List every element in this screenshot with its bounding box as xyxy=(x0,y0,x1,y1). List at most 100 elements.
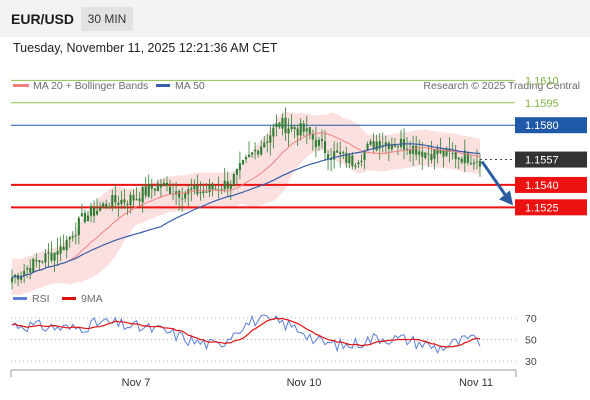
candle-body xyxy=(399,138,403,148)
rsi-legend-label: RSI xyxy=(32,293,50,305)
candle-body xyxy=(190,188,193,190)
candle-body xyxy=(80,213,83,217)
candle-body xyxy=(478,160,482,167)
candle-body xyxy=(47,252,50,254)
candle-body xyxy=(138,198,141,202)
candle-body xyxy=(296,128,299,136)
candle-body xyxy=(32,258,35,273)
candle-body xyxy=(235,168,238,175)
candle-body xyxy=(199,192,202,194)
candle-body xyxy=(305,128,308,132)
candle-body xyxy=(396,145,399,147)
candle-body xyxy=(96,210,99,215)
candle-body xyxy=(451,153,454,155)
candle-body xyxy=(442,150,445,157)
timeframe-button[interactable]: 30 MIN xyxy=(81,7,133,31)
candle-body xyxy=(387,142,390,149)
candle-body xyxy=(86,215,90,221)
candle-body xyxy=(475,161,479,163)
candle-body xyxy=(53,252,56,261)
level-label-0: 1.1610 xyxy=(525,75,559,87)
candle-body xyxy=(23,270,26,276)
candle-body xyxy=(50,252,53,261)
ma20-line xyxy=(11,132,481,279)
level-label-4: 1.1540 xyxy=(525,180,559,192)
level-label-3: 1.1557 xyxy=(525,155,559,167)
candle-body xyxy=(336,150,339,153)
candle-body xyxy=(175,191,178,195)
rsi-pane: 70 50 30 xyxy=(11,313,537,368)
candle-body xyxy=(156,183,159,192)
candle-body xyxy=(287,128,290,134)
candle-body xyxy=(117,202,120,206)
rsi-ma-line xyxy=(11,317,481,348)
candle-body xyxy=(448,148,451,152)
candle-body xyxy=(439,150,442,154)
candle-body xyxy=(384,142,387,145)
candle-body xyxy=(339,152,342,155)
level-label-2: 1.1580 xyxy=(525,120,559,132)
candle-body xyxy=(41,261,44,263)
candle-body xyxy=(181,198,184,200)
candle-body xyxy=(351,155,354,166)
rsi-ma-legend-swatch xyxy=(62,297,76,300)
candle-body xyxy=(178,190,181,198)
candle-body xyxy=(372,141,375,150)
rsi-tick-70: 70 xyxy=(525,313,537,325)
candle-body xyxy=(211,183,214,190)
candle-body xyxy=(251,152,254,155)
ma20-legend-swatch xyxy=(13,84,29,87)
candle-body xyxy=(241,159,245,165)
candle-body xyxy=(147,184,150,197)
candle-body xyxy=(123,199,126,203)
candle-body xyxy=(111,195,114,207)
candle-body xyxy=(409,149,412,154)
candle-body xyxy=(68,237,71,240)
candle-body xyxy=(363,150,366,161)
candle-body xyxy=(232,174,235,186)
x-tick-nov-10: Nov 10 xyxy=(287,377,322,389)
candle-body xyxy=(141,186,144,203)
candle-body xyxy=(369,141,372,145)
candle-body xyxy=(238,163,241,171)
candle-body xyxy=(290,126,293,130)
candle-body xyxy=(247,154,251,158)
candle-body xyxy=(83,212,86,222)
candle-body xyxy=(120,199,123,205)
ma50-line xyxy=(11,143,481,279)
candle-body xyxy=(314,139,317,148)
candle-body xyxy=(317,139,320,146)
candle-body xyxy=(278,122,281,128)
candle-body xyxy=(463,150,466,164)
candle-body xyxy=(244,156,248,160)
candle-body xyxy=(275,123,278,127)
candle-body xyxy=(418,151,421,155)
level-label-1: 1.1595 xyxy=(525,98,559,110)
x-tick-nov-7: Nov 7 xyxy=(122,377,151,389)
candle-body xyxy=(159,184,162,188)
candle-body xyxy=(348,154,351,164)
candle-body xyxy=(466,151,469,163)
candle-body xyxy=(168,186,172,195)
candle-body xyxy=(102,203,105,207)
candle-body xyxy=(153,188,156,191)
candle-body xyxy=(114,195,117,203)
candle-body xyxy=(390,144,393,150)
forecast-arrow-head xyxy=(499,190,513,206)
candle-body xyxy=(89,206,93,216)
level-tag-bg-5 xyxy=(515,199,587,216)
candle-body xyxy=(202,191,205,194)
candle-body xyxy=(144,186,147,196)
candle-body xyxy=(378,141,381,149)
candle-body xyxy=(229,185,232,189)
header-bar: EUR/USD 30 MIN xyxy=(0,0,590,37)
candle-body xyxy=(20,275,23,280)
candle-body xyxy=(424,152,427,159)
candle-body xyxy=(460,158,463,163)
candle-body xyxy=(436,148,439,155)
candle-body xyxy=(330,158,333,161)
rsi-tick-30: 30 xyxy=(525,356,537,368)
candle-body xyxy=(205,191,208,193)
candle-body xyxy=(44,253,47,263)
